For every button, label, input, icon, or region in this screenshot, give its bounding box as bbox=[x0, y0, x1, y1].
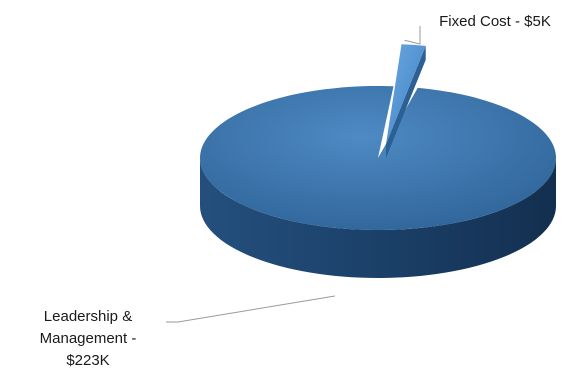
slice-label-line: Management - bbox=[40, 330, 137, 347]
pie-labels: Fixed Cost - $5K Leadership & Management -… bbox=[40, 13, 551, 369]
pie-slice-side-leadership-management bbox=[200, 158, 556, 278]
slice-label-line: Leadership & bbox=[44, 308, 132, 325]
pie-slice-leadership-management bbox=[199, 85, 556, 230]
pie-marks bbox=[199, 44, 556, 278]
slice-label-fixed-cost: Fixed Cost - $5K bbox=[439, 13, 551, 30]
slice-label-line: $223K bbox=[66, 352, 109, 369]
leader-line-leadership-management bbox=[166, 295, 336, 323]
leader-line-fixed-cost bbox=[404, 26, 421, 45]
pie-slice-side-fixed-cost bbox=[386, 45, 426, 158]
pie-slice-fixed-cost bbox=[386, 44, 426, 144]
slice-label-leadership-management: Leadership & Management - $223K bbox=[40, 308, 137, 369]
